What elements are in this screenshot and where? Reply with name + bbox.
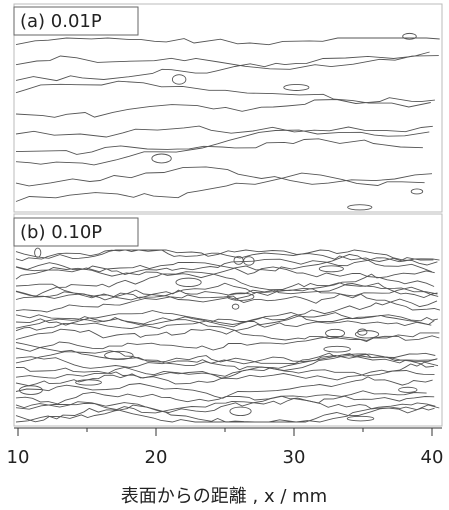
x-axis: 10 20 30 40 [7,428,444,468]
x-axis-label: 表面からの距離 , x / mm [121,486,327,507]
x-tick-label: 20 [145,447,168,468]
x-tick-label: 10 [7,447,30,468]
figure: (a) 0.01P (b) 0.10P 10 20 30 40 表面からの距離 , x… [0,0,449,510]
x-tick-label: 40 [421,447,444,468]
panel-b-label: (b) 0.10P [20,222,102,243]
x-tick-label: 30 [283,447,306,468]
panel-a-label: (a) 0.01P [20,11,102,32]
